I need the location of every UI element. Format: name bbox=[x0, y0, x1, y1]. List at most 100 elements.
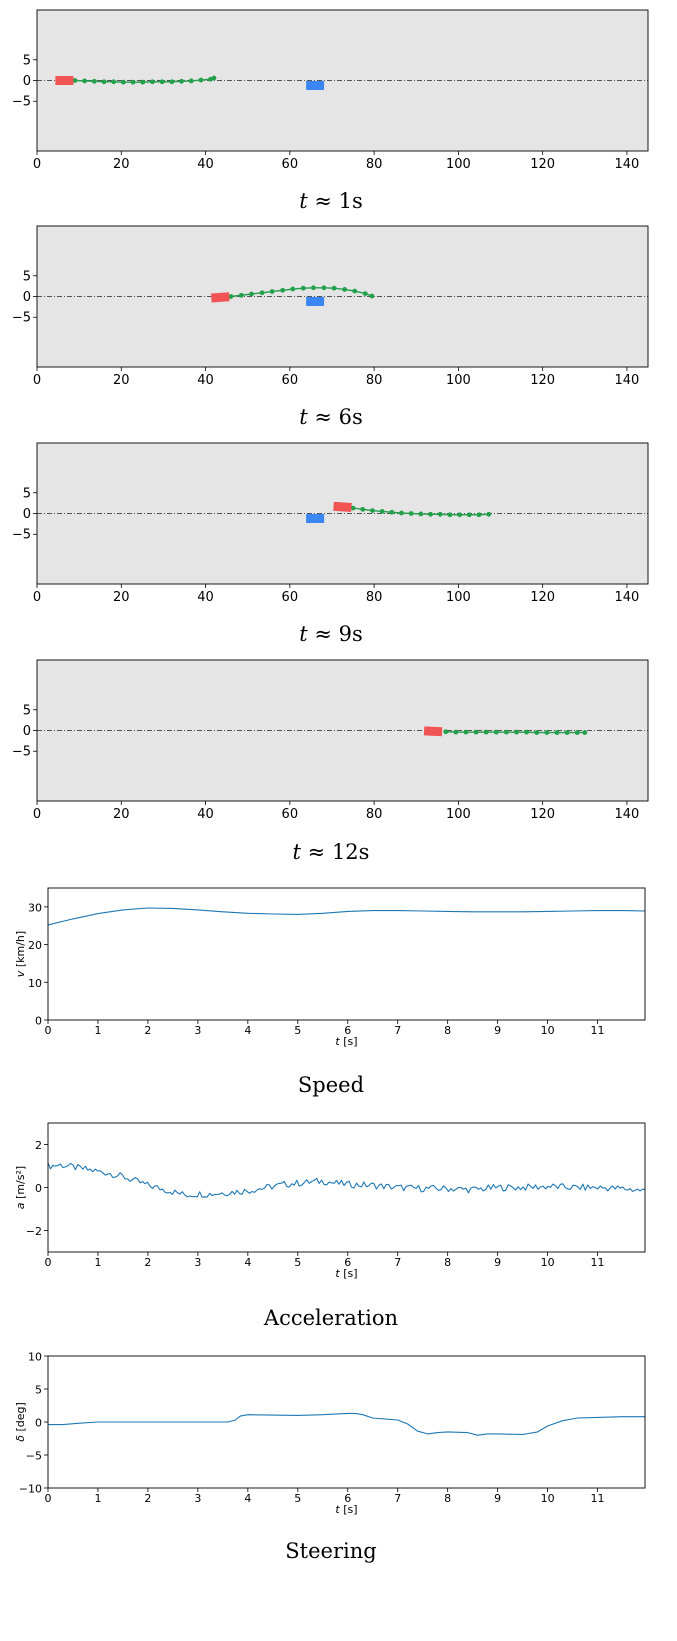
series-line bbox=[48, 907, 645, 926]
x-tick-label: 120 bbox=[530, 373, 555, 388]
y-tick-label: 10 bbox=[28, 977, 42, 990]
x-tick-label: 2 bbox=[144, 1492, 151, 1505]
y-tick-label: 5 bbox=[35, 1384, 42, 1397]
y-tick-label: 0 bbox=[23, 724, 31, 739]
trajectory-point bbox=[574, 730, 580, 735]
x-tick-label: 5 bbox=[294, 1256, 301, 1269]
x-tick-label: 4 bbox=[244, 1024, 251, 1037]
trajectory-point bbox=[269, 289, 275, 294]
panel-caption: Steering bbox=[285, 1539, 376, 1563]
x-tick-label: 40 bbox=[197, 373, 214, 388]
trajectory-point bbox=[544, 730, 550, 735]
obstacle-vehicle bbox=[306, 513, 325, 523]
axes-frame bbox=[47, 887, 646, 1021]
plot-data bbox=[48, 907, 645, 926]
x-tick-label: 80 bbox=[366, 373, 383, 388]
trajectory-point bbox=[120, 79, 126, 85]
x-tick-label: 9 bbox=[494, 1256, 501, 1269]
trajectory-point bbox=[150, 79, 155, 85]
x-tick-label: 4 bbox=[244, 1256, 251, 1269]
x-tick-label: 80 bbox=[366, 590, 383, 605]
x-tick-label: 3 bbox=[194, 1256, 201, 1269]
x-tick-label: 80 bbox=[366, 157, 383, 172]
trajectory-point bbox=[311, 285, 316, 291]
trajectory-point bbox=[188, 78, 194, 84]
x-tick-label: 1 bbox=[94, 1024, 101, 1037]
x-tick-label: 9 bbox=[494, 1024, 501, 1037]
trajectory-point bbox=[408, 511, 414, 516]
y-tick-label: 20 bbox=[28, 939, 42, 952]
y-tick-label: 5 bbox=[23, 53, 31, 68]
trajectory-point bbox=[524, 729, 530, 735]
y-tick-label: −5 bbox=[12, 95, 31, 110]
x-tick-label: 140 bbox=[615, 373, 640, 388]
trajectory-point bbox=[249, 291, 254, 297]
series-line bbox=[48, 1162, 645, 1198]
x-tick-label: 4 bbox=[244, 1492, 251, 1505]
trajectory-point bbox=[169, 79, 175, 85]
x-tick-label: 100 bbox=[446, 373, 471, 388]
x-tick-label: 11 bbox=[591, 1256, 605, 1269]
trajectory-point bbox=[159, 79, 165, 85]
trajectory-point bbox=[370, 508, 375, 513]
trajectory-point bbox=[554, 730, 560, 735]
panel-caption: t ≈ 9s bbox=[299, 622, 363, 646]
y-tick-label: −5 bbox=[12, 528, 31, 543]
trajectory-point bbox=[582, 730, 588, 735]
x-tick-label: 0 bbox=[33, 590, 41, 605]
plot-area bbox=[48, 1123, 645, 1252]
x-tick-label: 140 bbox=[615, 807, 640, 822]
panel-caption: Acceleration bbox=[263, 1306, 398, 1330]
trajectory-point bbox=[290, 286, 296, 292]
x-tick-label: 10 bbox=[541, 1256, 555, 1269]
trajectory-point bbox=[379, 509, 385, 514]
x-tick-label: 7 bbox=[394, 1024, 401, 1037]
x-tick-label: 60 bbox=[282, 373, 299, 388]
x-tick-label: 11 bbox=[591, 1492, 605, 1505]
trajectory-point bbox=[352, 288, 358, 294]
x-tick-label: 3 bbox=[194, 1024, 201, 1037]
trajectory-point bbox=[198, 77, 204, 83]
x-tick-label: 9 bbox=[494, 1492, 501, 1505]
x-tick-label: 40 bbox=[197, 157, 214, 172]
x-tick-label: 10 bbox=[541, 1024, 555, 1037]
x-tick-label: 20 bbox=[113, 590, 130, 605]
x-tick-label: 0 bbox=[33, 157, 41, 172]
x-tick-label: 20 bbox=[113, 807, 130, 822]
y-tick-label: 5 bbox=[23, 269, 31, 284]
trajectory-point bbox=[259, 290, 265, 296]
x-tick-label: 1 bbox=[94, 1492, 101, 1505]
trajectory-point bbox=[300, 285, 306, 291]
y-tick-label: −10 bbox=[19, 1483, 42, 1496]
trajectory-point bbox=[486, 511, 492, 517]
trajectory-point bbox=[476, 512, 482, 518]
x-axis-label: t [s] bbox=[335, 1503, 357, 1516]
ego-vehicle bbox=[423, 726, 443, 737]
trajectory-point bbox=[360, 506, 366, 512]
x-tick-label: 0 bbox=[33, 807, 41, 822]
x-tick-label: 100 bbox=[446, 590, 471, 605]
x-tick-label: 60 bbox=[282, 807, 299, 822]
y-tick-label: −5 bbox=[12, 745, 31, 760]
x-tick-label: 1 bbox=[94, 1256, 101, 1269]
x-tick-label: 40 bbox=[197, 590, 214, 605]
y-tick-label: 30 bbox=[28, 901, 42, 914]
panel-caption: t ≈ 6s bbox=[299, 405, 363, 429]
trajectory-point bbox=[437, 511, 443, 517]
trajectory-point bbox=[362, 291, 368, 296]
x-tick-label: 3 bbox=[194, 1492, 201, 1505]
y-tick-label: 0 bbox=[23, 290, 31, 305]
chart-panel-3: 0 20 40 60 80 100 120 140 5 0 −5 t ≈ 9s bbox=[12, 442, 649, 646]
trajectory-point bbox=[211, 75, 217, 81]
x-tick-label: 8 bbox=[444, 1256, 451, 1269]
plot-data bbox=[48, 1412, 645, 1436]
y-tick-label: 0 bbox=[23, 507, 31, 522]
trajectory-point bbox=[466, 512, 472, 518]
y-tick-label: 5 bbox=[23, 703, 31, 718]
chart-panel-1: 0 20 40 60 80 100 120 140 5 0 −5 t ≈ 1s bbox=[12, 9, 649, 213]
plot-data bbox=[37, 726, 648, 737]
trajectory-point bbox=[111, 79, 117, 85]
trajectory-point bbox=[453, 729, 459, 735]
trajectory-point bbox=[140, 79, 146, 85]
x-tick-label: 120 bbox=[530, 807, 555, 822]
